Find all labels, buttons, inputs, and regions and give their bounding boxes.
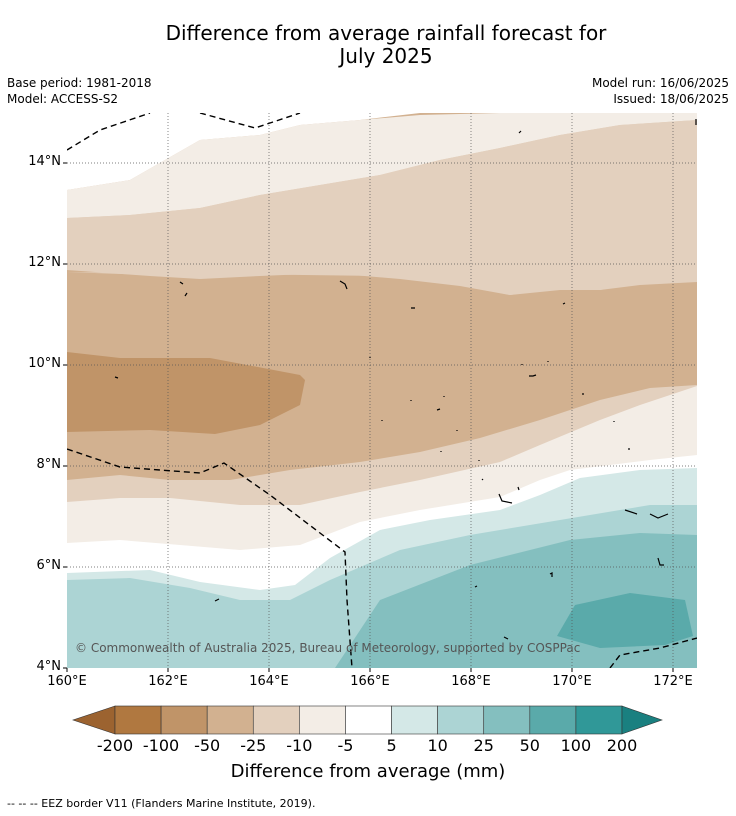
colorbar-tick-label: -100 (142, 736, 180, 755)
colorbar-bin (391, 705, 438, 735)
band-minus50 (67, 352, 305, 434)
colorbar-title: Difference from average (mm) (230, 761, 506, 782)
lon-tick-168e: 168°E (451, 674, 491, 689)
colorbar-tick-label: 10 (427, 736, 448, 755)
graticule (67, 113, 697, 668)
colorbar-bin (299, 705, 346, 735)
colorbar-bin (575, 705, 623, 735)
band-50-100 (557, 593, 693, 648)
colorbar-bin (483, 705, 531, 735)
colorbar-extend-high (621, 705, 663, 735)
model-name: Model: ACCESS-S2 (7, 92, 119, 106)
colorbar-bin (252, 705, 300, 735)
lat-tick-8n: 8°N (36, 457, 62, 472)
colorbar-tick-label: -50 (194, 736, 221, 755)
colorbar-bin (206, 705, 254, 735)
lat-tick-14n: 14°N (28, 154, 61, 169)
eez-footnote: -- -- -- EEZ border V11 (Flanders Marine… (7, 797, 316, 810)
copyright-notice: © Commonwealth of Australia 2025, Bureau… (75, 641, 581, 655)
lat-tick-6n: 6°N (36, 558, 62, 573)
colorbar-bin (529, 705, 577, 735)
colorbar (72, 705, 663, 735)
model-run: Model run: 16/06/2025 (591, 76, 729, 90)
lon-tick-162e: 162°E (148, 674, 188, 689)
title-line-1: Difference from average rainfall forecas… (165, 21, 607, 45)
colorbar-bin (437, 705, 485, 735)
islands (114, 119, 697, 640)
lon-tick-170e: 170°E (552, 674, 592, 689)
colorbar-tick-label: -10 (286, 736, 313, 755)
colorbar-extend-low (72, 705, 116, 735)
colorbar-tick-label: -25 (240, 736, 267, 755)
colorbar-bin (345, 705, 392, 735)
band-minus10-top (67, 113, 697, 295)
lon-tick-164e: 164°E (249, 674, 289, 689)
colorbar-tick-label: 100 (560, 736, 592, 755)
lat-tick-12n: 12°N (28, 255, 61, 270)
lon-tick-172e: 172°E (653, 674, 693, 689)
colorbar-bin (114, 705, 162, 735)
colorbar-bin (160, 705, 208, 735)
colorbar-tick-label: -5 (337, 736, 354, 755)
meta-left: Base period: 1981-2018 Model: ACCESS-S2 (7, 75, 152, 107)
colorbar-tick-label: 50 (519, 736, 540, 755)
lon-tick-166e: 166°E (350, 674, 390, 689)
rainfall-map (67, 113, 697, 668)
band-white-top (67, 113, 420, 190)
issued-date: Issued: 18/06/2025 (613, 92, 729, 106)
title-line-2: July 2025 (339, 44, 433, 68)
base-period: Base period: 1981-2018 (7, 76, 152, 90)
axis-ticks (63, 162, 674, 672)
colorbar-tick-label: 200 (606, 736, 638, 755)
map-title: Difference from average rainfall forecas… (0, 22, 736, 68)
lat-tick-4n: 4°N (36, 659, 62, 674)
lat-tick-10n: 10°N (28, 356, 61, 371)
band-minus5-top (67, 113, 697, 218)
lon-tick-160e: 160°E (47, 674, 87, 689)
colorbar-tick-label: 5 (386, 736, 397, 755)
colorbar-tick-label: -200 (96, 736, 134, 755)
eez-borders (67, 113, 697, 668)
meta-right: Model run: 16/06/2025 Issued: 18/06/2025 (592, 75, 729, 107)
colorbar-tick-label: 25 (473, 736, 494, 755)
